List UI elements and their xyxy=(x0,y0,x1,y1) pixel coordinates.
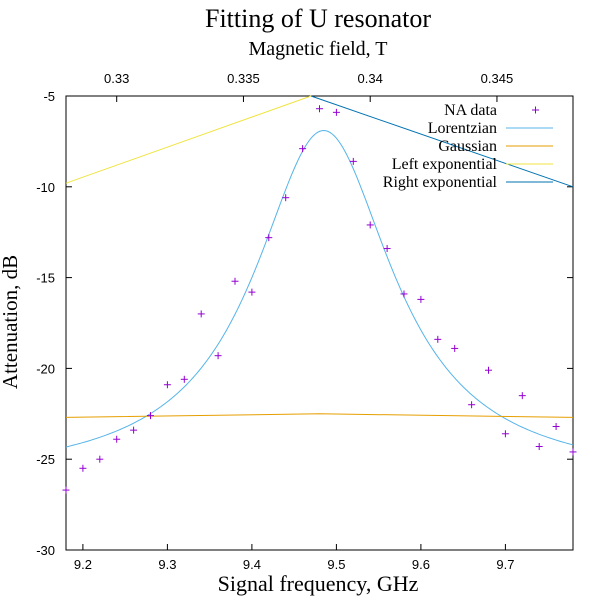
curve-right-exponential xyxy=(310,95,574,188)
data-point xyxy=(552,423,560,431)
data-point xyxy=(180,375,188,383)
data-point xyxy=(417,295,425,303)
data-point xyxy=(265,234,273,242)
data-point xyxy=(569,448,577,456)
data-point xyxy=(113,435,121,443)
data-point xyxy=(231,277,239,285)
data-point xyxy=(214,352,222,360)
data-point xyxy=(383,245,391,253)
y-tick-label: -10 xyxy=(36,180,55,195)
data-point xyxy=(349,157,357,165)
legend-label: Gaussian xyxy=(438,138,497,155)
y-tick-label: -30 xyxy=(36,543,55,558)
legend-label: Lorentzian xyxy=(428,120,497,137)
y-tick-label: -20 xyxy=(36,361,55,376)
top-axis-label: Magnetic field, T xyxy=(248,38,387,60)
data-point xyxy=(163,381,171,389)
legend-label: Left exponential xyxy=(392,156,498,173)
data-point xyxy=(299,145,307,153)
data-point xyxy=(332,108,340,116)
y-tick-label: -15 xyxy=(36,271,55,286)
data-points xyxy=(62,105,577,494)
y-tick-label: -25 xyxy=(36,452,55,467)
data-point xyxy=(96,455,104,463)
legend-label: Right exponential xyxy=(383,174,498,191)
chart-title: Fitting of U resonator xyxy=(205,4,431,33)
plot-frame xyxy=(65,95,574,551)
curve-gaussian xyxy=(65,413,574,418)
legend-label: NA data xyxy=(444,102,497,119)
data-point xyxy=(62,486,70,494)
y-tick-label: -5 xyxy=(43,89,55,104)
data-point xyxy=(451,344,459,352)
data-point xyxy=(468,401,476,409)
top-tick-label: 0.345 xyxy=(481,71,514,86)
data-point xyxy=(316,105,323,113)
x-axis-label: Signal frequency, GHz xyxy=(218,571,419,596)
data-point xyxy=(248,288,256,296)
y-axis-label: Attenuation, dB xyxy=(0,255,22,389)
axis-ticks: 9.2 9.3 9.4 9.5 9.6 9.7 0.33 0.335 0.34 0.345 -5 -1… xyxy=(36,71,573,572)
data-point xyxy=(400,290,408,298)
x-tick-label: 9.6 xyxy=(412,557,430,572)
data-point xyxy=(485,366,492,374)
x-tick-label: 9.2 xyxy=(74,557,92,572)
x-tick-label: 9.5 xyxy=(327,557,345,572)
x-tick-label: 9.4 xyxy=(243,557,261,572)
data-point xyxy=(434,335,442,343)
legend-marker xyxy=(532,106,539,114)
top-tick-label: 0.335 xyxy=(227,71,260,86)
data-point xyxy=(535,442,543,450)
plot-border xyxy=(65,95,574,551)
curve-left-exponential xyxy=(65,95,312,184)
data-point xyxy=(130,426,138,434)
data-point xyxy=(518,392,526,400)
top-tick-label: 0.33 xyxy=(104,71,129,86)
x-tick-label: 9.7 xyxy=(496,557,514,572)
data-point xyxy=(501,430,509,438)
data-point xyxy=(79,464,87,472)
data-point xyxy=(197,310,205,318)
top-tick-label: 0.34 xyxy=(358,71,383,86)
data-point xyxy=(147,412,154,420)
x-tick-label: 9.3 xyxy=(158,557,176,572)
data-point xyxy=(366,221,374,229)
data-point xyxy=(282,194,290,202)
